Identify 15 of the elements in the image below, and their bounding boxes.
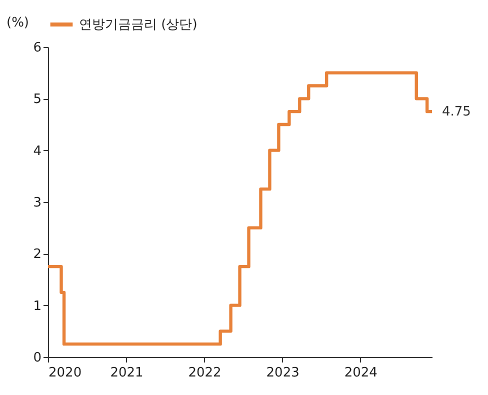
- y-tick-label: 2: [33, 247, 42, 262]
- y-tick-label: 0: [33, 350, 42, 366]
- y-tick-label: 1: [33, 298, 42, 314]
- x-tick-label: 2023: [266, 366, 300, 380]
- annotation: 4.75: [442, 104, 471, 120]
- x-tick-label: 2020: [48, 366, 82, 380]
- x-tick-label: 2022: [188, 366, 222, 380]
- x-tick-label: 2021: [110, 366, 144, 380]
- legend-label: 연방기금금리 (상단): [79, 18, 198, 32]
- y-tick-label: 3: [33, 196, 42, 210]
- y-tick-label: 4: [33, 144, 42, 159]
- x-tick-label: 2024: [344, 366, 378, 380]
- y-axis-title: (%): [6, 16, 29, 30]
- y-tick-label: 6: [33, 40, 42, 56]
- y-tick-label: 5: [33, 92, 42, 108]
